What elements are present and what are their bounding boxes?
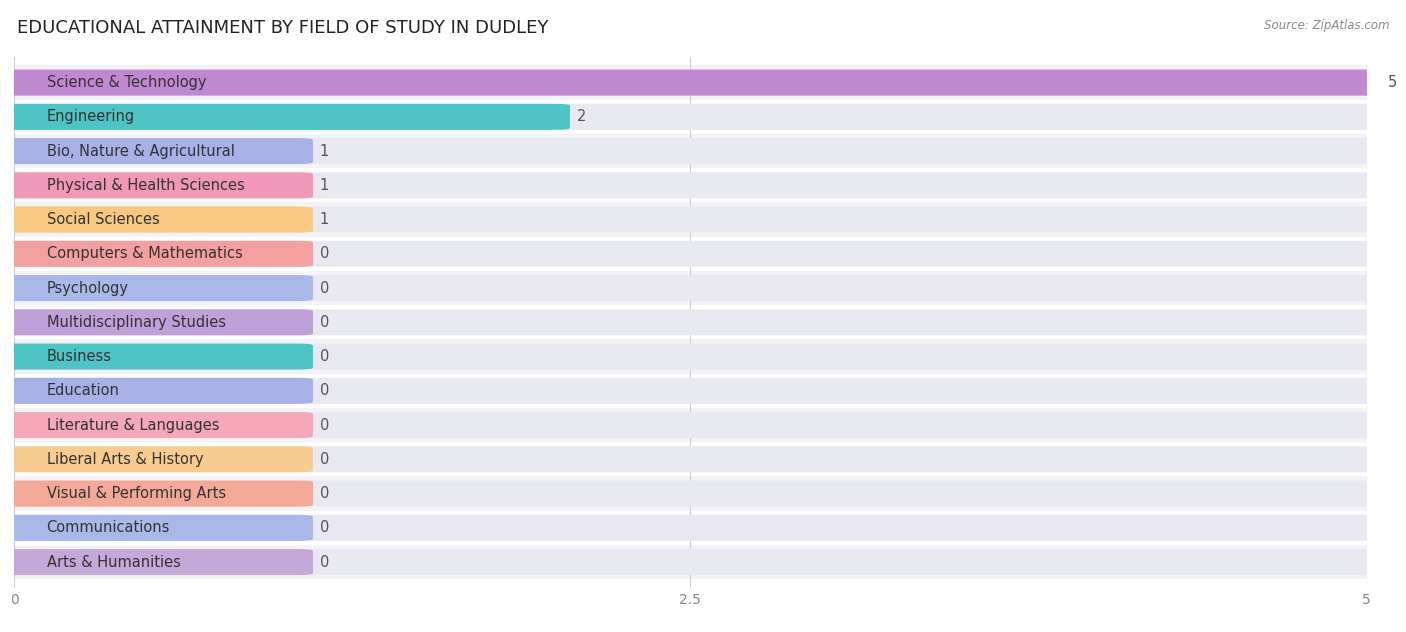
Text: Business: Business: [46, 349, 111, 364]
FancyBboxPatch shape: [0, 549, 314, 575]
FancyBboxPatch shape: [0, 412, 314, 438]
FancyBboxPatch shape: [0, 275, 314, 301]
FancyBboxPatch shape: [0, 446, 314, 472]
FancyBboxPatch shape: [0, 138, 1382, 164]
Text: 0: 0: [319, 315, 329, 330]
Text: Physical & Health Sciences: Physical & Health Sciences: [46, 178, 245, 193]
FancyBboxPatch shape: [0, 549, 1382, 575]
Text: 5: 5: [1388, 75, 1398, 90]
FancyBboxPatch shape: [0, 515, 1382, 541]
FancyBboxPatch shape: [14, 408, 1367, 442]
FancyBboxPatch shape: [14, 339, 1367, 374]
FancyBboxPatch shape: [0, 412, 1382, 438]
FancyBboxPatch shape: [14, 202, 1367, 237]
FancyBboxPatch shape: [0, 207, 314, 233]
FancyBboxPatch shape: [0, 104, 1382, 130]
Text: 0: 0: [319, 349, 329, 364]
Text: 0: 0: [319, 486, 329, 501]
Text: 1: 1: [319, 212, 329, 227]
FancyBboxPatch shape: [0, 241, 314, 267]
FancyBboxPatch shape: [0, 480, 314, 507]
Text: Multidisciplinary Studies: Multidisciplinary Studies: [46, 315, 225, 330]
FancyBboxPatch shape: [0, 70, 1382, 95]
Text: 0: 0: [319, 281, 329, 296]
Text: Science & Technology: Science & Technology: [46, 75, 207, 90]
FancyBboxPatch shape: [14, 271, 1367, 305]
FancyBboxPatch shape: [14, 545, 1367, 579]
FancyBboxPatch shape: [0, 241, 1382, 267]
FancyBboxPatch shape: [0, 275, 1382, 301]
FancyBboxPatch shape: [0, 173, 314, 198]
FancyBboxPatch shape: [0, 446, 1382, 472]
FancyBboxPatch shape: [0, 138, 314, 164]
Text: Computers & Mathematics: Computers & Mathematics: [46, 246, 242, 261]
FancyBboxPatch shape: [14, 168, 1367, 202]
Text: 1: 1: [319, 178, 329, 193]
FancyBboxPatch shape: [14, 374, 1367, 408]
Text: 2: 2: [576, 109, 586, 125]
FancyBboxPatch shape: [0, 378, 1382, 404]
Text: Psychology: Psychology: [46, 281, 128, 296]
FancyBboxPatch shape: [0, 378, 314, 404]
Text: 0: 0: [319, 384, 329, 398]
Text: 0: 0: [319, 246, 329, 261]
FancyBboxPatch shape: [0, 344, 1382, 370]
FancyBboxPatch shape: [0, 309, 1382, 336]
FancyBboxPatch shape: [14, 134, 1367, 168]
FancyBboxPatch shape: [0, 173, 1382, 198]
Text: Visual & Performing Arts: Visual & Performing Arts: [46, 486, 225, 501]
Text: Literature & Languages: Literature & Languages: [46, 418, 219, 432]
Text: Engineering: Engineering: [46, 109, 135, 125]
FancyBboxPatch shape: [0, 480, 1382, 507]
Text: Social Sciences: Social Sciences: [46, 212, 159, 227]
Text: Communications: Communications: [46, 520, 170, 535]
FancyBboxPatch shape: [14, 477, 1367, 511]
Text: Liberal Arts & History: Liberal Arts & History: [46, 452, 202, 467]
FancyBboxPatch shape: [14, 100, 1367, 134]
FancyBboxPatch shape: [0, 207, 1382, 233]
FancyBboxPatch shape: [14, 66, 1367, 100]
Text: EDUCATIONAL ATTAINMENT BY FIELD OF STUDY IN DUDLEY: EDUCATIONAL ATTAINMENT BY FIELD OF STUDY…: [17, 19, 548, 37]
Text: 0: 0: [319, 554, 329, 569]
Text: Arts & Humanities: Arts & Humanities: [46, 554, 180, 569]
FancyBboxPatch shape: [14, 237, 1367, 271]
Text: Source: ZipAtlas.com: Source: ZipAtlas.com: [1264, 19, 1389, 32]
FancyBboxPatch shape: [0, 309, 314, 336]
FancyBboxPatch shape: [14, 442, 1367, 477]
Text: 0: 0: [319, 520, 329, 535]
Text: 0: 0: [319, 418, 329, 432]
Text: Bio, Nature & Agricultural: Bio, Nature & Agricultural: [46, 143, 235, 159]
Text: 0: 0: [319, 452, 329, 467]
FancyBboxPatch shape: [0, 104, 569, 130]
Text: Education: Education: [46, 384, 120, 398]
Text: 1: 1: [319, 143, 329, 159]
FancyBboxPatch shape: [14, 305, 1367, 339]
FancyBboxPatch shape: [14, 511, 1367, 545]
FancyBboxPatch shape: [0, 515, 314, 541]
FancyBboxPatch shape: [0, 344, 314, 370]
FancyBboxPatch shape: [0, 70, 1382, 95]
